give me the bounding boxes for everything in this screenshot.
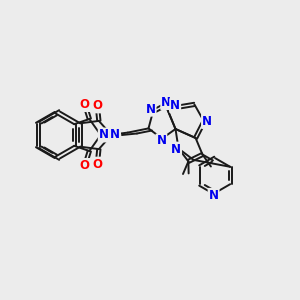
Text: O: O	[80, 159, 90, 172]
Text: N: N	[161, 96, 171, 109]
Text: N: N	[171, 142, 181, 156]
Text: N: N	[99, 128, 109, 142]
Text: N: N	[110, 128, 120, 142]
Text: O: O	[92, 99, 102, 112]
Text: O: O	[92, 158, 102, 171]
Text: N: N	[202, 115, 212, 128]
Text: O: O	[80, 98, 90, 111]
Text: N: N	[208, 189, 219, 202]
Text: N: N	[170, 99, 180, 112]
Text: N: N	[156, 134, 167, 148]
Text: N: N	[146, 103, 156, 116]
